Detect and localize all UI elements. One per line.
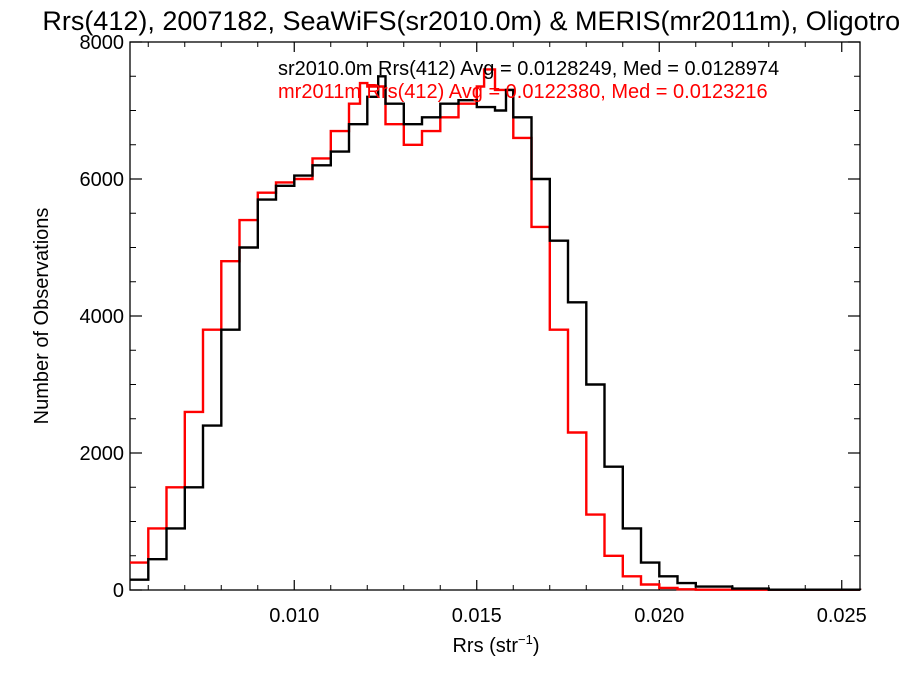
- y-tick-label-4: 8000: [80, 32, 125, 54]
- x-tick-label-2: 0.020: [634, 605, 684, 627]
- legend-entry-mr2011: mr2011m Rrs(412) Avg = 0.0122380, Med = …: [278, 81, 768, 103]
- legend: sr2010.0m Rrs(412) Avg = 0.0128249, Med …: [278, 58, 779, 103]
- y-tick-label-3: 6000: [80, 169, 125, 191]
- x-axis-label: Rrs (str−1): [452, 632, 539, 657]
- chart-title: Rrs(412), 2007182, SeaWiFS(sr2010.0m) & …: [42, 6, 900, 36]
- y-tick-label-0: 0: [113, 580, 124, 602]
- series-layer: [130, 68, 862, 591]
- legend-entry-sr2010: sr2010.0m Rrs(412) Avg = 0.0128249, Med …: [278, 58, 779, 80]
- x-tick-label-1: 0.015: [452, 605, 502, 627]
- y-tick-label-1: 2000: [80, 443, 125, 465]
- x-axis-label-tail: ): [533, 635, 540, 657]
- ticks-layer: 0.010 0.015 0.020 0.025 0 2000 4000 6000 8000: [80, 32, 867, 627]
- x-tick-label-0: 0.010: [269, 605, 319, 627]
- y-tick-label-2: 4000: [80, 306, 125, 328]
- series-line-sr2010-0m: [130, 75, 862, 591]
- x-axis-label-sup: −1: [518, 632, 533, 647]
- y-axis-label: Number of Observations: [31, 208, 53, 425]
- x-tick-label-3: 0.025: [817, 605, 867, 627]
- x-axis-label-main: Rrs (str: [452, 635, 518, 657]
